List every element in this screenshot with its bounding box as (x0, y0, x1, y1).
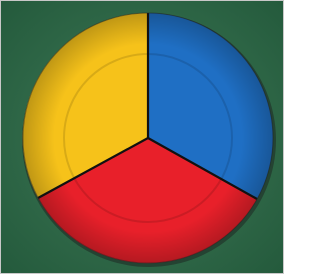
page (0, 0, 284, 274)
photo (0, 0, 284, 274)
